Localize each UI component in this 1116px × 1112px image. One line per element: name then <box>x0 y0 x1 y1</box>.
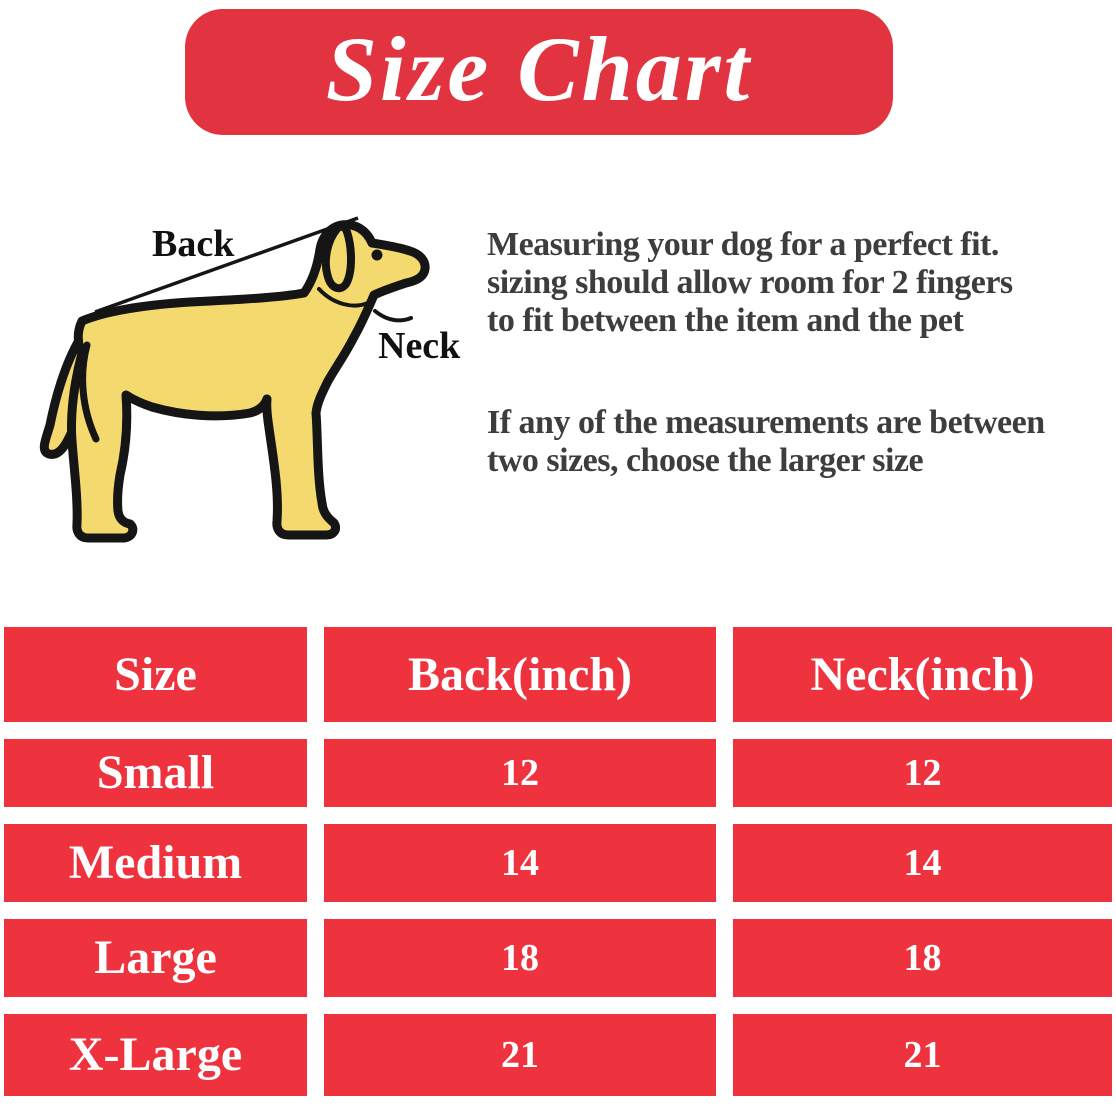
table-header-size: Size <box>4 627 307 722</box>
neck-measure-arc <box>373 309 413 323</box>
table-cell-neck: 21 <box>733 1014 1112 1096</box>
table-cell-size: Large <box>4 919 307 997</box>
instruction-line: sizing should allow room for 2 fingers <box>487 264 1013 301</box>
instruction-paragraph-2: If any of the measurements are between t… <box>487 404 1107 480</box>
table-cell-neck: 18 <box>733 919 1112 997</box>
instruction-paragraph-1: Measuring your dog for a perfect fit. si… <box>487 226 1107 340</box>
instruction-line: Measuring your dog for a perfect fit. <box>487 226 999 263</box>
page-title: Size Chart <box>325 18 753 120</box>
table-header-back: Back(inch) <box>324 627 716 722</box>
dog-eye <box>371 249 383 261</box>
dog-ear <box>321 222 355 293</box>
table-cell-back: 14 <box>324 824 716 902</box>
table-cell-size: Small <box>4 739 307 807</box>
instruction-line: to fit between the item and the pet <box>487 302 964 339</box>
table-cell-back: 12 <box>324 739 716 807</box>
dog-body-shape <box>67 220 430 543</box>
table-cell-back: 18 <box>324 919 716 997</box>
title-banner: Size Chart <box>185 9 893 135</box>
measuring-instructions: Measuring your dog for a perfect fit. si… <box>487 226 1107 480</box>
dog-illustration <box>39 216 430 543</box>
table-cell-neck: 14 <box>733 824 1112 902</box>
table-cell-back: 21 <box>324 1014 716 1096</box>
instruction-line: If any of the measurements are between <box>487 404 1045 441</box>
back-measure-line <box>94 216 359 314</box>
instruction-line: two sizes, choose the larger size <box>487 442 924 479</box>
table-cell-size: X-Large <box>4 1014 307 1096</box>
size-table: Size Back(inch) Neck(inch) Small 12 12 M… <box>4 627 1112 1096</box>
dog-thigh-line <box>79 341 100 443</box>
dog-collar-line <box>317 287 372 308</box>
neck-measurement-label: Neck <box>378 325 461 367</box>
table-cell-neck: 12 <box>733 739 1112 807</box>
back-measurement-label: Back <box>152 223 235 265</box>
table-header-neck: Neck(inch) <box>733 627 1112 722</box>
dog-measurement-diagram: Back Neck <box>20 203 490 598</box>
table-cell-size: Medium <box>4 824 307 902</box>
